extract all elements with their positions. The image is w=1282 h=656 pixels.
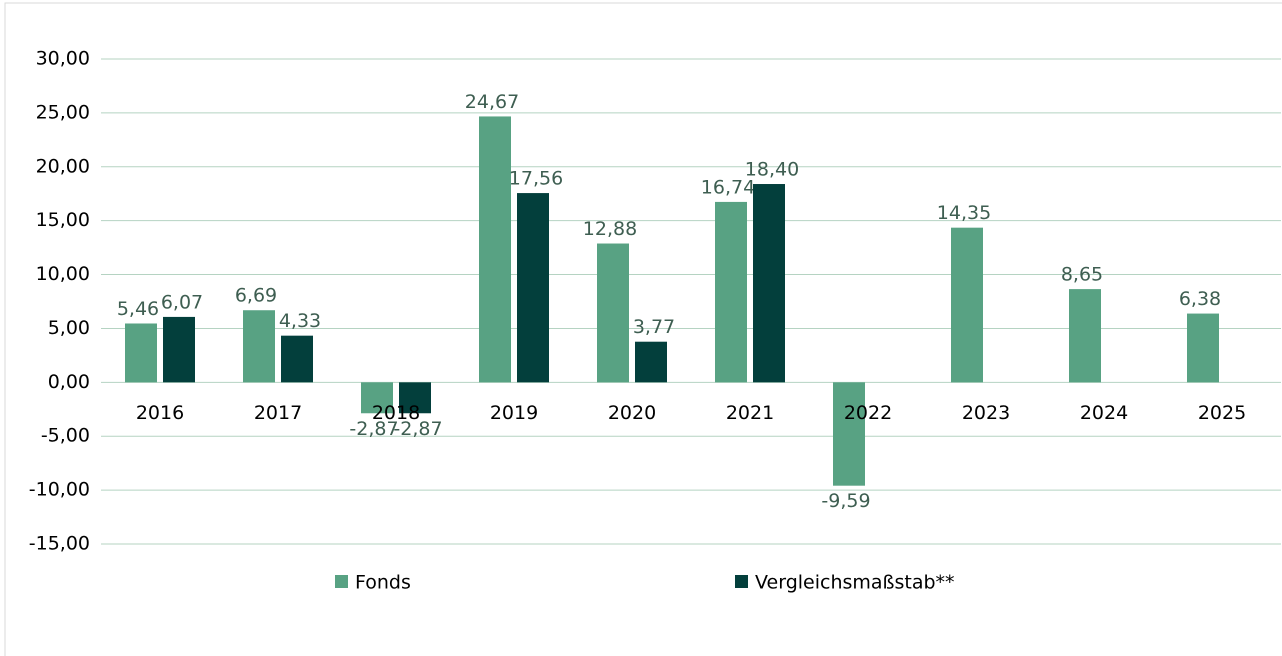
- bar: [125, 323, 157, 383]
- data-label: 18,40: [745, 159, 799, 181]
- bar: [1187, 313, 1219, 383]
- y-tick-label: -5,00: [41, 425, 90, 447]
- bar: [479, 116, 511, 383]
- x-tick-label: 2023: [962, 402, 1010, 424]
- data-label: 5,46: [117, 298, 159, 320]
- chart-frame: [4, 2, 1282, 656]
- data-label: 6,69: [235, 285, 277, 307]
- bar: [517, 193, 549, 383]
- bar: [635, 341, 667, 383]
- data-label: 6,38: [1179, 288, 1221, 310]
- data-label: 17,56: [509, 168, 563, 190]
- x-tick-label: 2021: [726, 402, 774, 424]
- bar: [163, 316, 195, 383]
- legend-label: Fonds: [355, 572, 411, 594]
- data-label: 14,35: [937, 202, 991, 224]
- data-label: 24,67: [465, 91, 519, 113]
- bar: [951, 227, 983, 383]
- data-label: 12,88: [583, 218, 637, 240]
- x-tick-label: 2017: [254, 402, 302, 424]
- y-tick-label: 15,00: [36, 209, 90, 231]
- data-label: -2,87: [393, 418, 442, 440]
- x-tick-label: 2016: [136, 402, 184, 424]
- data-label: 3,77: [633, 316, 675, 338]
- legend-label: Vergleichsmaßstab**: [755, 572, 955, 594]
- bar: [597, 243, 629, 383]
- y-tick-label: 30,00: [36, 48, 90, 70]
- y-tick-label: -15,00: [29, 533, 90, 555]
- bar: [399, 382, 431, 414]
- data-label: 8,65: [1061, 264, 1103, 286]
- bar: [281, 335, 313, 383]
- x-tick-label: 2025: [1198, 402, 1246, 424]
- bar: [1069, 289, 1101, 383]
- bar: [833, 382, 865, 486]
- bar: [715, 201, 747, 383]
- data-label: 4,33: [279, 310, 321, 332]
- x-tick-label: 2024: [1080, 402, 1128, 424]
- y-tick-label: 5,00: [48, 317, 90, 339]
- y-tick-label: 20,00: [36, 155, 90, 177]
- x-tick-label: 2018: [372, 402, 420, 424]
- y-tick-label: 0,00: [48, 371, 90, 393]
- y-tick-label: 10,00: [36, 263, 90, 285]
- x-tick-label: 2022: [844, 402, 892, 424]
- legend-swatch: [735, 575, 748, 588]
- y-tick-label: 25,00: [36, 101, 90, 123]
- data-label: 6,07: [161, 291, 203, 313]
- bar: [361, 382, 393, 414]
- x-tick-label: 2019: [490, 402, 538, 424]
- x-tick-label: 2020: [608, 402, 656, 424]
- bar: [753, 184, 785, 383]
- data-label: -9,59: [821, 490, 870, 512]
- bar: [243, 310, 275, 383]
- legend-swatch: [335, 575, 348, 588]
- y-tick-label: -10,00: [29, 479, 90, 501]
- data-label: 16,74: [701, 176, 755, 198]
- data-label: -2,87: [349, 418, 398, 440]
